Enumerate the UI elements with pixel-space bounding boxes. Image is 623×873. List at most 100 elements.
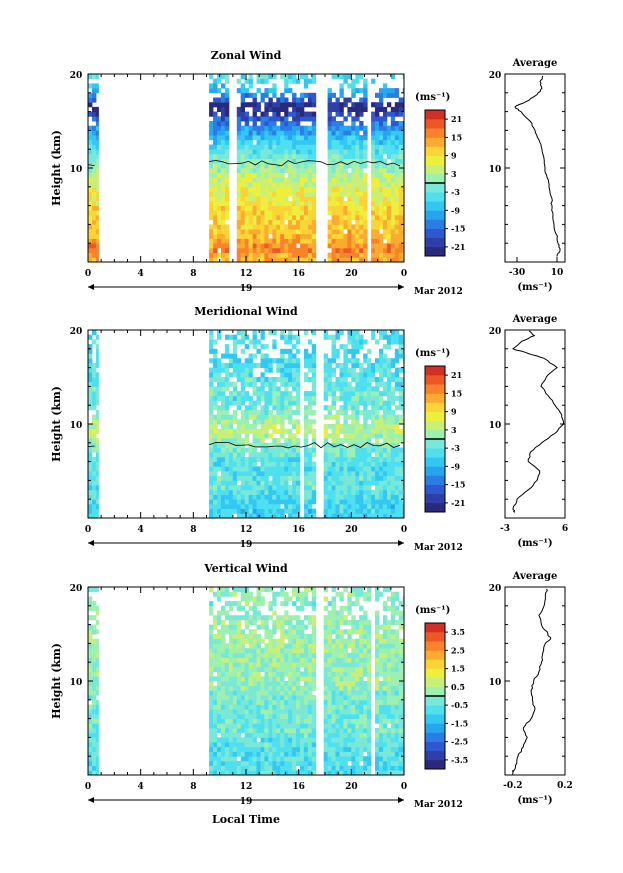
heatmap-cell [95, 358, 99, 364]
heatmap-cell [240, 605, 245, 611]
heatmap-cell [347, 219, 352, 225]
heatmap-cell [359, 229, 364, 235]
heatmap-cell [236, 503, 242, 509]
heatmap-cell [264, 353, 269, 359]
heatmap-cell [228, 662, 234, 668]
heatmap-cell [264, 200, 269, 206]
heatmap-cell [363, 358, 368, 364]
heatmap-cell [88, 690, 93, 696]
heatmap-cell [307, 247, 313, 253]
heatmap-cell [327, 233, 332, 239]
heatmap-cell [367, 372, 372, 378]
heatmap-cell [347, 144, 352, 150]
heatmap-cell [390, 447, 396, 453]
colorbar-swatch [425, 429, 445, 440]
heatmap-cell [382, 144, 388, 150]
heatmap-cell [248, 158, 253, 164]
heatmap-cell [217, 587, 222, 593]
heatmap-cell [347, 466, 352, 472]
heatmap-cell [303, 135, 309, 141]
heatmap-cell [300, 723, 305, 729]
heatmap-cell [228, 704, 234, 710]
heatmap-cell [240, 135, 245, 141]
heatmap-cell [335, 619, 340, 625]
heatmap-cell [213, 713, 218, 719]
heatmap-cell [288, 619, 293, 625]
heatmap-cell [327, 681, 332, 687]
heatmap-cell [323, 742, 328, 748]
heatmap-cell [248, 200, 253, 206]
heatmap-cell [88, 200, 93, 206]
heatmap-cell [95, 737, 99, 743]
heatmap-cell [371, 177, 376, 183]
heatmap-cell [367, 386, 372, 392]
heatmap-cell [240, 125, 245, 131]
heatmap-cell [327, 657, 332, 663]
heatmap-cell [371, 372, 376, 378]
heatmap-cell [347, 695, 352, 701]
heatmap-cell [221, 130, 226, 136]
heatmap-cell [224, 662, 230, 668]
heatmap-cell [386, 163, 392, 169]
heatmap-cell [272, 718, 277, 724]
heatmap-cell [296, 746, 301, 752]
heatmap-cell [276, 447, 281, 453]
heatmap-cell [296, 770, 301, 776]
heatmap-cell [248, 471, 253, 477]
heatmap-cell [224, 728, 230, 734]
heatmap-cell [232, 461, 238, 467]
heatmap-cell [272, 200, 277, 206]
heatmap-cell [307, 92, 313, 98]
heatmap-cell [398, 168, 404, 174]
heatmap-cell [232, 751, 238, 757]
heatmap-cell [327, 662, 332, 668]
heatmap-cell [284, 671, 289, 677]
heatmap-cell [264, 485, 269, 491]
heatmap-cell [311, 728, 317, 734]
heatmap-cell [347, 610, 352, 616]
heatmap-cell [217, 186, 222, 192]
heatmap-cell [375, 252, 380, 258]
heatmap-cell [236, 723, 242, 729]
heatmap-cell [296, 172, 301, 178]
heatmap-cell [335, 713, 340, 719]
heatmap-cell [355, 475, 360, 481]
heatmap-cell [284, 153, 289, 159]
x-tick-label: 8 [190, 525, 196, 535]
heatmap-cell [244, 471, 250, 477]
heatmap-cell [331, 746, 336, 752]
heatmap-cell [331, 456, 336, 462]
heatmap-cell [339, 452, 344, 458]
heatmap-cell [394, 252, 400, 258]
heatmap-cell [260, 619, 265, 625]
heatmap-cell [311, 466, 317, 472]
heatmap-cell [224, 760, 230, 766]
heatmap-cell [351, 106, 356, 112]
heatmap-cell [323, 466, 328, 472]
heatmap-cell [276, 144, 281, 150]
heatmap-cell [331, 182, 336, 188]
heatmap-cell [213, 135, 218, 141]
heatmap-cell [228, 372, 234, 378]
x-tick-label: 0 [85, 525, 91, 535]
heatmap-cell [311, 182, 317, 188]
heatmap-cell [252, 344, 257, 350]
heatmap-cell [379, 348, 384, 354]
heatmap-cell [394, 447, 400, 453]
heatmap-cell [221, 97, 226, 103]
heatmap-cell [327, 475, 332, 481]
heatmap-cell [217, 168, 222, 174]
heatmap-cell [276, 196, 281, 202]
heatmap-cell [363, 97, 368, 103]
heatmap-cell [209, 252, 214, 258]
heatmap-cell [300, 130, 305, 136]
heatmap-cell [240, 252, 245, 258]
heatmap-cell [240, 330, 245, 336]
colorbar-swatch [425, 502, 445, 513]
heatmap-cell [264, 704, 269, 710]
heatmap-cell [92, 391, 97, 397]
heatmap-cell [386, 102, 392, 108]
heatmap-cell [272, 377, 277, 383]
heatmap-cell [280, 424, 285, 430]
heatmap-cell [394, 475, 400, 481]
